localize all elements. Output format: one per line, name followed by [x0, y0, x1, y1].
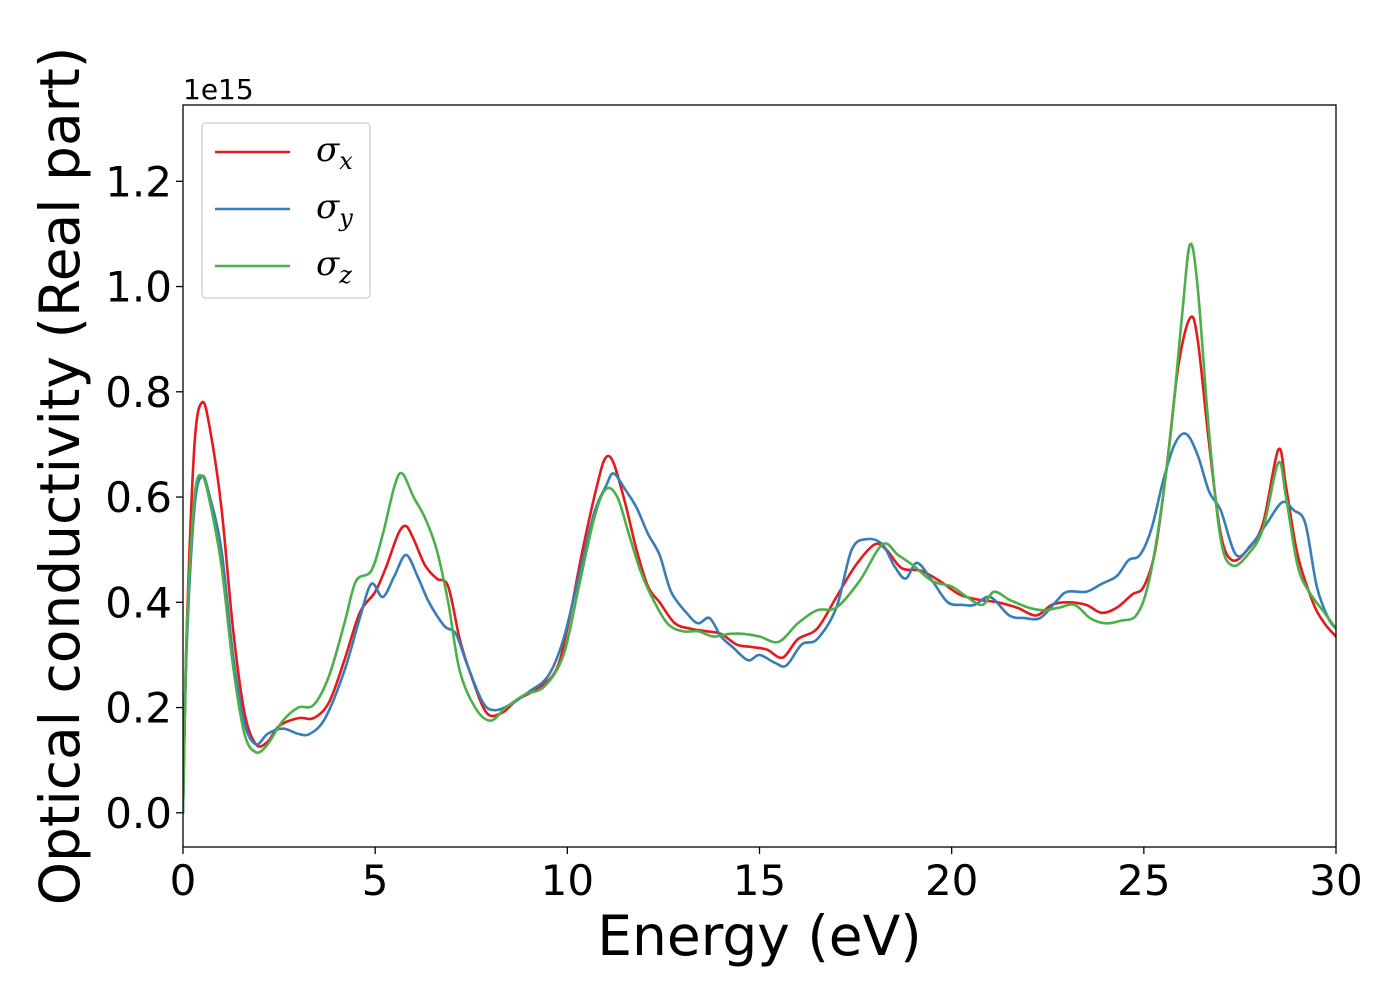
x-tick-label: 15 [733, 856, 786, 905]
y-tick-label: 1.0 [105, 263, 172, 312]
legend-box [201, 122, 371, 299]
y-tick-label: 0.4 [105, 578, 172, 627]
y-tick-label: 0.8 [105, 368, 172, 417]
y-offset-label: 1e15 [183, 73, 254, 106]
x-tick-label: 30 [1309, 856, 1362, 905]
y-tick-label: 0.2 [105, 684, 172, 733]
y-axis: 0.0 0.2 0.4 0.6 0.8 1.0 1.2 [105, 157, 183, 838]
y-axis-label: Optical conductivity (Real part) [28, 47, 92, 906]
y-tick-label: 1.2 [105, 157, 172, 206]
series-line-y [183, 432, 1336, 815]
x-axis-label: Energy (eV) [597, 904, 921, 968]
x-tick-label: 0 [170, 856, 197, 905]
x-tick-label: 10 [541, 856, 594, 905]
series-layer [183, 242, 1336, 815]
series-line-z [183, 242, 1336, 815]
y-tick-label: 0.6 [105, 473, 172, 522]
x-tick-label: 5 [362, 856, 389, 905]
x-axis: 0 5 10 15 20 25 30 [170, 847, 1363, 905]
y-tick-label: 0.0 [105, 789, 172, 838]
x-tick-label: 25 [1117, 856, 1170, 905]
x-tick-label: 20 [925, 856, 978, 905]
